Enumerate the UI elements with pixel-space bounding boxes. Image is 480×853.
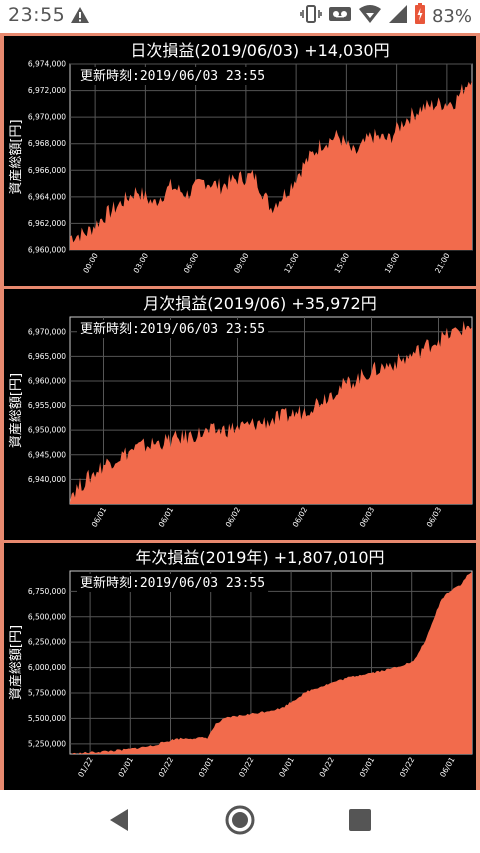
x-tick-label: 03/22 xyxy=(237,755,256,778)
home-icon[interactable] xyxy=(224,804,256,840)
x-tick-label: 06/03 xyxy=(425,505,444,528)
y-tick-label: 6,250,000 xyxy=(28,638,66,647)
y-tick-label: 6,966,000 xyxy=(28,166,66,175)
x-tick-label: 02/22 xyxy=(157,755,176,778)
y-axis-label: 資産総額[円] xyxy=(8,373,24,448)
x-tick-label: 21:00 xyxy=(433,251,452,274)
status-bar: 23:55 83% xyxy=(0,0,480,32)
y-tick-label: 6,750,000 xyxy=(28,587,66,596)
daily-chart-panel: 日次損益(2019/06/03) +14,030円 6,960,000 6,962,… xyxy=(4,36,476,286)
y-tick-label: 6,968,000 xyxy=(28,139,66,148)
annotation-background xyxy=(77,574,269,592)
charts-area: 日次損益(2019/06/03) +14,030円 6,960,000 6,962,… xyxy=(0,33,480,790)
y-axis-label: 資産総額[円] xyxy=(8,625,24,700)
status-time: 23:55 xyxy=(8,4,66,26)
x-tick-label: 06/03 xyxy=(358,505,377,528)
x-tick-label: 06/01 xyxy=(90,505,109,528)
daily-profit-chart: 日次損益(2019/06/03) +14,030円 6,960,000 6,962,… xyxy=(8,41,473,275)
y-tick-label: 5,250,000 xyxy=(28,739,66,748)
x-tick-label: 03:00 xyxy=(132,251,151,274)
y-tick-label: 6,962,000 xyxy=(28,219,66,228)
x-tick-label: 04/22 xyxy=(317,755,336,778)
navigation-bar xyxy=(0,790,480,853)
x-tick-label: 09:00 xyxy=(232,251,251,274)
back-icon[interactable] xyxy=(106,806,132,838)
x-tick-label: 00:00 xyxy=(81,251,100,274)
y-axis-label: 資産総額[円] xyxy=(8,119,24,194)
y-tick-label: 6,970,000 xyxy=(28,113,66,122)
monthly-chart-panel: 月次損益(2019/06) +35,972円 6,940,000 6,945,000… xyxy=(4,289,476,540)
y-tick-label: 6,970,000 xyxy=(28,327,66,336)
series-area xyxy=(70,320,472,504)
x-tick-label: 02/01 xyxy=(116,755,135,778)
y-tick-label: 5,750,000 xyxy=(28,689,66,698)
battery-percent: 83% xyxy=(431,5,472,27)
x-tick-label: 06/01 xyxy=(157,505,176,528)
x-tick-label: 18:00 xyxy=(383,251,402,274)
voicemail-icon xyxy=(328,4,352,28)
series-area xyxy=(70,80,472,251)
x-tick-label: 15:00 xyxy=(333,251,352,274)
annotation-background xyxy=(77,320,269,338)
annotation-background xyxy=(77,67,269,85)
y-tick-label: 6,950,000 xyxy=(28,426,66,435)
yearly-chart-panel: 年次損益(2019年) +1,807,010円 5,250,000 5,500,00… xyxy=(4,543,476,790)
yearly-profit-chart: 年次損益(2019年) +1,807,010円 5,250,000 5,500,00… xyxy=(8,548,473,779)
x-tick-label: 01/22 xyxy=(76,755,95,778)
x-tick-label: 06/01 xyxy=(438,755,457,778)
y-tick-label: 5,500,000 xyxy=(28,714,66,723)
y-tick-label: 6,972,000 xyxy=(28,86,66,95)
y-tick-label: 6,940,000 xyxy=(28,475,66,484)
wifi-icon xyxy=(358,4,382,28)
battery-icon xyxy=(414,3,426,29)
y-tick-label: 6,965,000 xyxy=(28,352,66,361)
update-time-annotation: 更新時刻:2019/06/03 23:55 xyxy=(80,321,265,337)
x-tick-label: 06/02 xyxy=(291,505,310,528)
y-tick-label: 6,974,000 xyxy=(28,60,66,69)
chart-title: 月次損益(2019/06) +35,972円 xyxy=(143,294,376,313)
monthly-profit-chart: 月次損益(2019/06) +35,972円 6,940,000 6,945,000… xyxy=(8,294,473,529)
x-tick-label: 12:00 xyxy=(282,251,301,274)
y-tick-label: 6,960,000 xyxy=(28,246,66,255)
recents-icon[interactable] xyxy=(348,808,372,836)
y-tick-label: 6,960,000 xyxy=(28,376,66,385)
chart-title: 日次損益(2019/06/03) +14,030円 xyxy=(130,41,389,60)
warning-icon xyxy=(70,6,90,28)
update-time-annotation: 更新時刻:2019/06/03 23:55 xyxy=(80,68,265,84)
x-tick-label: 05/01 xyxy=(358,755,377,778)
x-tick-label: 06:00 xyxy=(182,251,201,274)
x-tick-label: 05/22 xyxy=(398,755,417,778)
chart-title: 年次損益(2019年) +1,807,010円 xyxy=(135,548,384,567)
y-tick-label: 6,964,000 xyxy=(28,192,66,201)
y-tick-label: 6,955,000 xyxy=(28,401,66,410)
y-tick-label: 6,500,000 xyxy=(28,612,66,621)
vibrate-icon xyxy=(300,4,322,28)
update-time-annotation: 更新時刻:2019/06/03 23:55 xyxy=(80,575,265,591)
x-tick-label: 04/01 xyxy=(277,755,296,778)
x-tick-label: 06/02 xyxy=(224,505,243,528)
y-tick-label: 6,945,000 xyxy=(28,450,66,459)
y-tick-label: 6,000,000 xyxy=(28,663,66,672)
x-tick-label: 03/01 xyxy=(197,755,216,778)
series-area xyxy=(70,571,472,754)
cell-signal-icon xyxy=(388,4,408,28)
